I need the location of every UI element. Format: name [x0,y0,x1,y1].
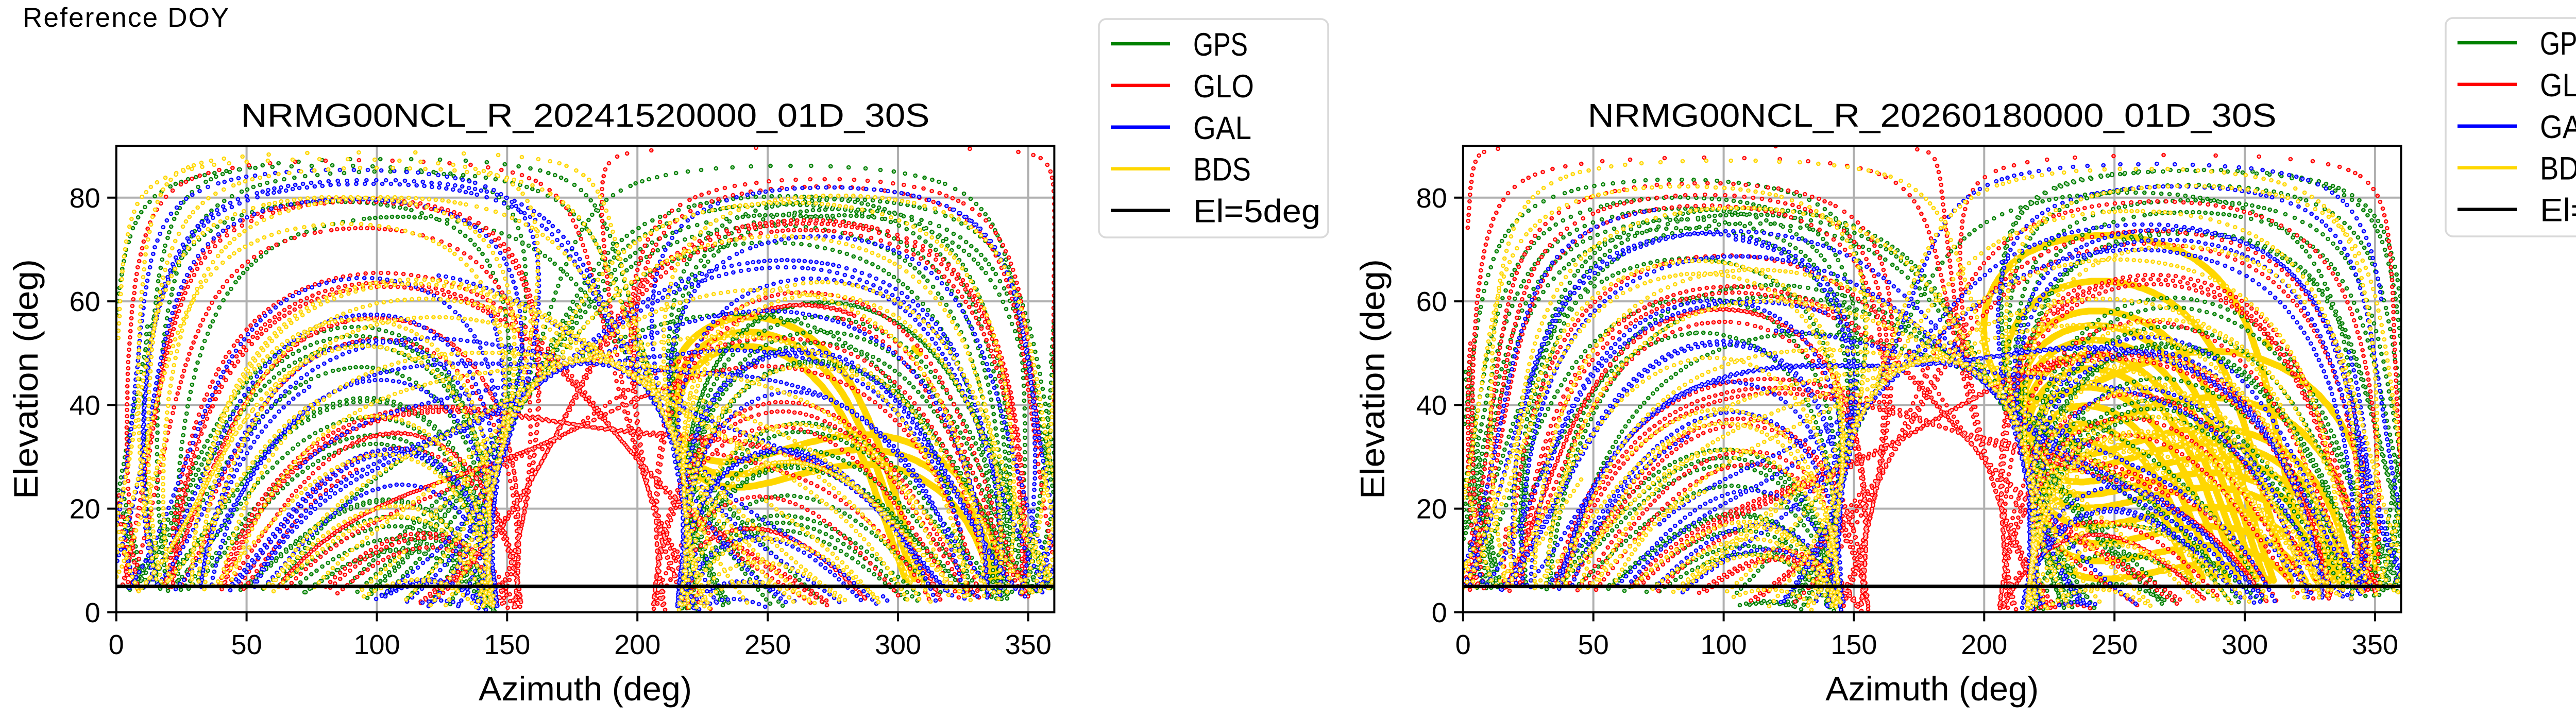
svg-text:Elevation (deg): Elevation (deg) [7,259,45,499]
svg-text:GLO: GLO [2540,67,2576,104]
svg-text:El=5deg: El=5deg [1193,194,1320,230]
svg-text:20: 20 [70,494,100,525]
svg-text:50: 50 [1578,629,1609,660]
svg-text:100: 100 [1701,629,1747,660]
svg-text:0: 0 [85,597,100,628]
svg-text:50: 50 [231,629,262,660]
svg-text:Elevation (deg): Elevation (deg) [1353,259,1392,499]
svg-text:60: 60 [70,286,100,317]
svg-text:200: 200 [614,629,660,660]
svg-text:150: 150 [484,629,530,660]
svg-text:80: 80 [1416,183,1447,214]
svg-text:GLO: GLO [1193,68,1254,105]
svg-text:300: 300 [2222,629,2268,660]
svg-text:BDS: BDS [2540,151,2576,187]
svg-text:El=5deg: El=5deg [2540,193,2576,229]
svg-text:200: 200 [1961,629,2007,660]
svg-text:Reference DOY: Reference DOY [23,3,230,33]
svg-text:60: 60 [1416,286,1447,317]
svg-text:NRMG00NCL_R_20241520000_01D_30: NRMG00NCL_R_20241520000_01D_30S [241,97,930,134]
svg-text:40: 40 [1416,390,1447,421]
svg-text:100: 100 [353,629,400,660]
svg-text:NRMG00NCL_R_20260180000_01D_30: NRMG00NCL_R_20260180000_01D_30S [1588,97,2277,134]
svg-text:0: 0 [1455,629,1471,660]
svg-text:350: 350 [2352,629,2398,660]
svg-text:40: 40 [70,390,100,421]
svg-text:20: 20 [1416,494,1447,525]
svg-text:Azimuth (deg): Azimuth (deg) [479,670,692,708]
svg-text:150: 150 [1831,629,1877,660]
svg-text:250: 250 [744,629,791,660]
svg-text:0: 0 [1432,597,1447,628]
svg-text:300: 300 [875,629,921,660]
svg-text:GAL: GAL [2540,109,2576,145]
svg-text:0: 0 [109,629,124,660]
svg-text:350: 350 [1005,629,1052,660]
svg-text:BDS: BDS [1193,152,1251,188]
svg-text:80: 80 [70,183,100,214]
svg-text:GPS: GPS [2540,26,2576,62]
svg-text:250: 250 [2091,629,2138,660]
svg-text:Azimuth (deg): Azimuth (deg) [1825,670,2039,708]
svg-text:GPS: GPS [1193,27,1248,63]
svg-text:GAL: GAL [1193,110,1251,146]
